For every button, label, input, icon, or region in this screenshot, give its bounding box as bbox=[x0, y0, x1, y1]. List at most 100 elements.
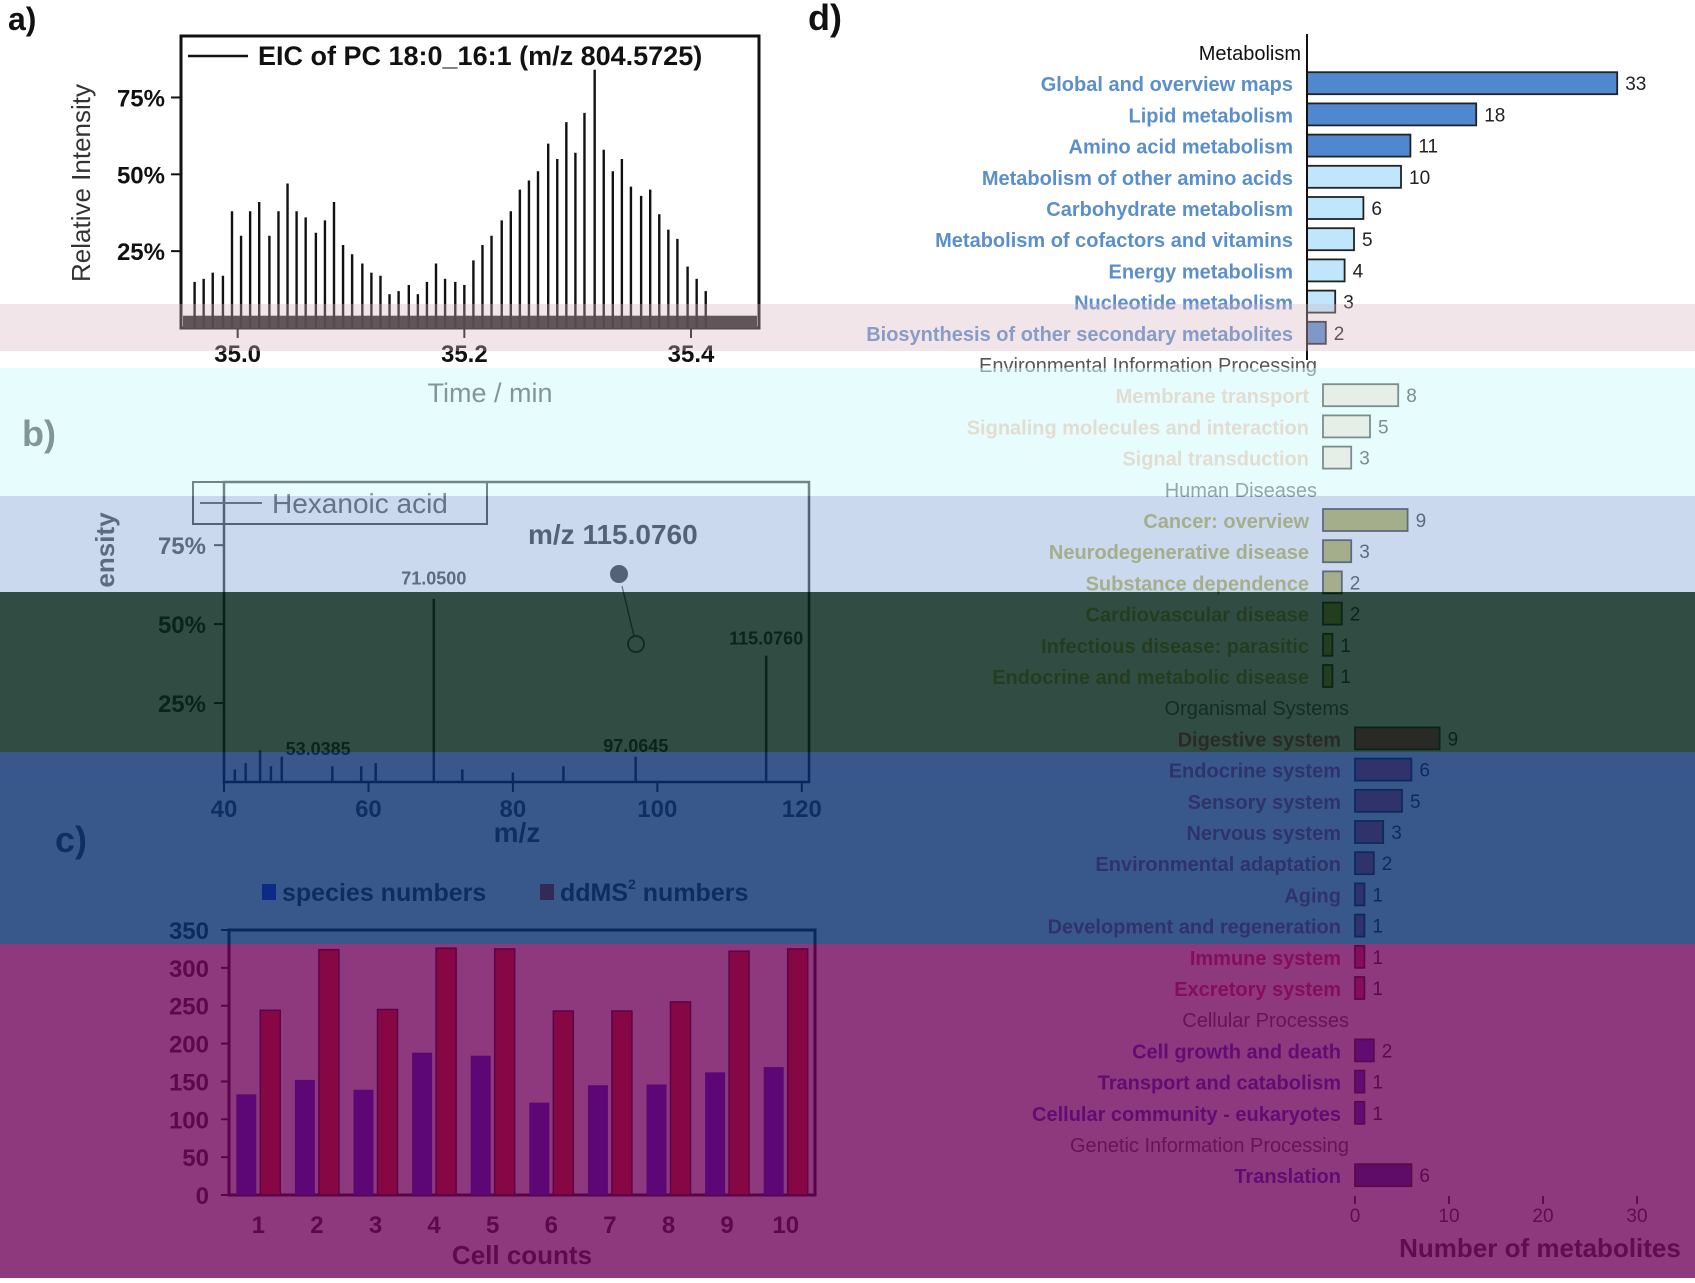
panel-c-x-tick-label: 10 bbox=[772, 1212, 799, 1239]
panel-d-category-label: Endocrine and metabolic disease bbox=[992, 667, 1309, 689]
panel-d-bar bbox=[1354, 1163, 1413, 1188]
panel-c-x-tick-label: 4 bbox=[427, 1212, 441, 1239]
panel-d-bar bbox=[1306, 102, 1478, 127]
panel-d-value-label: 1 bbox=[1340, 667, 1351, 688]
panel-c-y-tick-label: 50 bbox=[182, 1145, 209, 1172]
panel-c-bars bbox=[236, 947, 809, 1196]
panel-d-value-label: 5 bbox=[1362, 230, 1373, 251]
panel-a-y-ticks: 25% 50% 75% bbox=[117, 85, 181, 266]
panel-c-legend-swatch-species bbox=[262, 884, 276, 900]
panel-c-bar-ddms2 bbox=[376, 1008, 399, 1196]
panel-d-category-label: Carbohydrate metabolism bbox=[1046, 199, 1293, 221]
panel-d-bar bbox=[1306, 320, 1327, 345]
panel-d-category-label: Lipid metabolism bbox=[1129, 105, 1293, 127]
panel-c-bar-ddms2 bbox=[552, 1010, 575, 1196]
panel-d-category-label: Environmental adaptation bbox=[1095, 854, 1341, 876]
panel-b-ms2-spectrum: b) Hexanoic acid m/z 115.0760 25%50%75% … bbox=[22, 413, 822, 848]
panel-d-bar bbox=[1354, 726, 1441, 751]
panel-b-peak-label: 71.0500 bbox=[401, 569, 466, 589]
panel-c-x-tick-label: 1 bbox=[252, 1212, 265, 1239]
panel-d-category-label: Metabolism of cofactors and vitamins bbox=[935, 230, 1293, 252]
panel-a-y-tick-label: 75% bbox=[117, 85, 165, 112]
panel-d-bar bbox=[1322, 414, 1371, 439]
panel-a-x-tick-label: 35.0 bbox=[214, 341, 261, 368]
panel-c-bar-species bbox=[236, 1094, 257, 1195]
panel-d-x-ticks: 0 10 20 30 bbox=[1350, 1196, 1648, 1227]
panel-d-value-label: 3 bbox=[1391, 823, 1402, 844]
panel-b-x-tick-label: 60 bbox=[355, 796, 382, 823]
panel-d-x-tick-label: 10 bbox=[1438, 1206, 1459, 1227]
panel-d-value-label: 3 bbox=[1359, 542, 1370, 563]
panel-d-category-label: Immune system bbox=[1190, 948, 1341, 970]
panel-c-bar-ddms2 bbox=[493, 948, 516, 1196]
panel-c-y-tick-label: 300 bbox=[169, 956, 209, 983]
panel-d-value-label: 11 bbox=[1418, 137, 1438, 158]
panel-d-bar bbox=[1322, 539, 1353, 564]
panel-d-category-label: Biosynthesis of other secondary metaboli… bbox=[866, 324, 1293, 346]
panel-a-eic-chart: a) EIC of PC 18:0_16:1 (m/z 804.5725) 25… bbox=[8, 1, 761, 408]
panel-c-bar-ddms2 bbox=[611, 1010, 633, 1196]
panel-a-x-tick-label: 35.2 bbox=[441, 341, 488, 368]
panel-b-y-axis-label: ensity bbox=[90, 512, 120, 588]
panel-d-x-tick-label: 30 bbox=[1626, 1206, 1647, 1227]
panel-c-y-tick-label: 250 bbox=[169, 994, 209, 1021]
panel-d-category-label: Development and regeneration bbox=[1048, 917, 1341, 939]
panel-c-x-tick-label: 9 bbox=[720, 1212, 733, 1239]
panel-d-bar bbox=[1322, 445, 1353, 470]
panel-d-value-label: 1 bbox=[1372, 948, 1383, 969]
panel-d-value-label: 1 bbox=[1372, 885, 1383, 906]
panel-d-group-header: Human Diseases bbox=[1165, 480, 1317, 502]
panel-d-value-label: 2 bbox=[1334, 324, 1345, 345]
panel-b-x-tick-label: 120 bbox=[782, 796, 822, 823]
panel-d-category-label: Nucleotide metabolism bbox=[1074, 293, 1293, 315]
panel-c-bar-ddms2 bbox=[318, 948, 340, 1196]
panel-c-legend-species: species numbers bbox=[282, 879, 486, 907]
panel-d-kegg-chart: d) Metabolism Global and overview maps 3 3 L… bbox=[808, 0, 1681, 1263]
panel-d-group-header: Cellular Processes bbox=[1182, 1010, 1349, 1032]
panel-c-bar-species bbox=[412, 1052, 433, 1195]
panel-d-group-header: Genetic Information Processing bbox=[1070, 1135, 1349, 1157]
panel-d-bar bbox=[1354, 757, 1413, 782]
panel-d-label: d) bbox=[808, 0, 842, 38]
panel-d-x-tick-label: 20 bbox=[1532, 1206, 1553, 1227]
panel-d-value-label: 2 bbox=[1350, 573, 1361, 594]
panel-d-value-label: 4 bbox=[1353, 261, 1364, 282]
panel-d-group-header: Environmental Information Processing bbox=[979, 355, 1317, 377]
panel-c-bar-ddms2 bbox=[435, 947, 457, 1196]
panel-d-value-label: 1 bbox=[1372, 979, 1383, 1000]
panel-d-category-label: Signaling molecules and interaction bbox=[967, 417, 1309, 439]
panel-d-value-label: 1 bbox=[1340, 636, 1351, 657]
panel-c-bar-species bbox=[353, 1089, 374, 1195]
panel-c-bar-species bbox=[763, 1067, 784, 1195]
panel-d-rows: Metabolism Global and overview maps 3 3 Lipi… bbox=[866, 34, 1646, 1188]
panel-d-value-label: 1 bbox=[1372, 917, 1383, 938]
panel-d-bar bbox=[1322, 601, 1343, 626]
panel-d-category-label: Nervous system bbox=[1186, 823, 1341, 845]
panel-d-bar bbox=[1354, 913, 1366, 938]
panel-a-label: a) bbox=[8, 1, 36, 37]
panel-a-x-axis-label: Time / min bbox=[427, 378, 552, 408]
panel-d-category-label: Membrane transport bbox=[1116, 386, 1310, 408]
panel-c-x-axis-label: Cell counts bbox=[452, 1240, 592, 1270]
panel-d-category-label: Excretory system bbox=[1174, 979, 1341, 1001]
panel-c-x-ticks: 1 2 3 4 5 6 7 8 9 10 bbox=[252, 1212, 799, 1239]
panel-d-group-header: Metabolism bbox=[1199, 43, 1301, 65]
panel-d-category-label: Global and overview maps bbox=[1041, 74, 1293, 96]
panel-b-peak-label: 115.0760 bbox=[729, 629, 803, 649]
panel-a-y-axis-label: Relative Intensity bbox=[66, 84, 96, 282]
panel-d-value-label: 5 bbox=[1410, 792, 1421, 813]
panel-d-bar bbox=[1306, 71, 1619, 96]
panel-c-y-tick-label: 0 bbox=[196, 1183, 209, 1210]
panel-d-category-label: Digestive system bbox=[1178, 729, 1341, 751]
panel-c-label: c) bbox=[55, 819, 87, 860]
panel-d-bar bbox=[1322, 664, 1334, 688]
panel-c-y-tick-label: 100 bbox=[169, 1107, 209, 1134]
panel-d-bar bbox=[1354, 976, 1366, 1000]
panel-d-value-label: 10 bbox=[1409, 168, 1430, 189]
panel-d-category-label: Amino acid metabolism bbox=[1069, 137, 1294, 159]
panel-d-bar bbox=[1306, 164, 1402, 189]
panel-d-bar bbox=[1306, 258, 1346, 283]
panel-d-bar bbox=[1322, 570, 1343, 595]
panel-c-y-ticks: 0 50 100 150 200 250 300 350 bbox=[169, 918, 229, 1210]
panel-b-y-tick-label: 25% bbox=[158, 691, 206, 718]
